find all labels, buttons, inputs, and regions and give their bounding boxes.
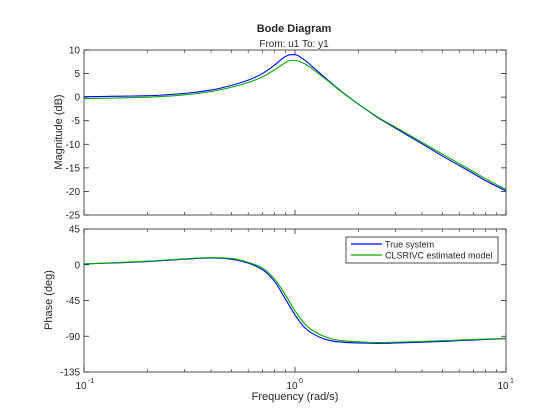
x-axis-label: Frequency (rad/s) (252, 391, 339, 403)
magnitude-ylabel: Magnitude (dB) (53, 94, 65, 169)
magnitude-ytick-label: 5 (74, 69, 80, 80)
xtick-label: 10 (286, 381, 298, 392)
xtick-exponent: -1 (88, 378, 94, 385)
magnitude-plot-area (83, 49, 507, 216)
phase-ytick-label: 45 (69, 225, 81, 236)
phase-ytick-label: -135 (60, 368, 80, 379)
magnitude-ytick-label: -20 (66, 187, 81, 198)
xtick-label: 10 (75, 381, 87, 392)
xtick-exponent: 0 (299, 378, 303, 385)
phase-series-estimated-model (83, 257, 507, 344)
phase-series-true-system (83, 257, 507, 344)
phase-ylabel: Phase (deg) (43, 270, 55, 330)
phase-ytick-label: -90 (66, 332, 81, 343)
magnitude-ytick-label: -5 (71, 116, 80, 127)
legend-label-true-system: True system (385, 240, 434, 250)
legend: True system CLSRIVC estimated model (345, 236, 499, 264)
legend-label-estimated-model: CLSRIVC estimated model (385, 251, 493, 261)
chart-subtitle: From: u1 To: y1 (259, 39, 329, 50)
magnitude-ytick-label: 0 (74, 93, 80, 104)
magnitude-ytick-label: -25 (66, 211, 81, 222)
phase-ytick-label: 0 (74, 260, 80, 271)
magnitude-ytick-label: -15 (66, 163, 81, 174)
magnitude-axes (83, 49, 507, 216)
magnitude-ytick-label: 10 (69, 46, 81, 57)
phase-ytick-label: -45 (66, 296, 81, 307)
magnitude-series-true-system (83, 54, 507, 192)
legend-box (345, 236, 499, 264)
magnitude-series-estimated-model (83, 59, 507, 191)
xtick-label: 10 (497, 381, 509, 392)
chart-title: Bode Diagram (257, 23, 332, 35)
xtick-exponent: 1 (510, 378, 514, 385)
magnitude-ytick-label: -10 (66, 140, 81, 151)
